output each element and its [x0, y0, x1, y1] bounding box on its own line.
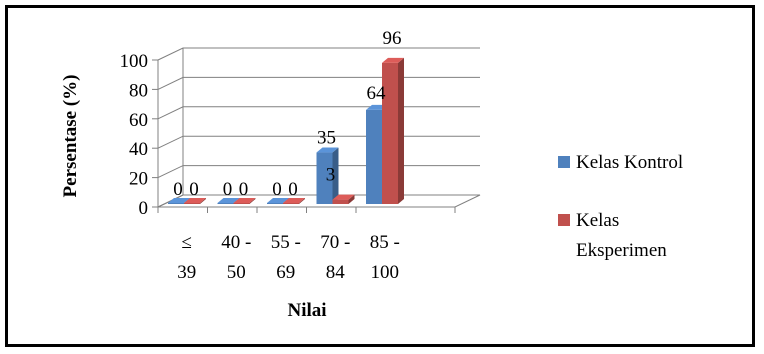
legend-swatch: [558, 156, 570, 168]
x-tick-label: 100: [371, 262, 400, 283]
y-tick-label: 40: [129, 139, 148, 160]
bar: [233, 198, 256, 204]
x-tick-label: 55 -: [271, 232, 301, 253]
data-label: 0: [239, 179, 249, 200]
x-axis-title: Nilai: [287, 300, 326, 321]
y-tick-label: 20: [129, 169, 148, 190]
x-tick-label: 85 -: [370, 232, 400, 253]
data-label: 64: [367, 83, 387, 104]
gridline: [157, 76, 480, 90]
data-label: 0: [189, 179, 199, 200]
x-tick-label: ≤: [182, 232, 192, 253]
data-label: 0: [272, 179, 282, 200]
x-tick-label: 69: [276, 262, 295, 283]
axes: 0 20 40 60 80 100 ≤39 40 - 50 55 - 69 70 - 84 85 - 100: [120, 51, 481, 283]
bar: [382, 57, 404, 204]
legend-item: Kelas Eksperimen: [558, 210, 667, 261]
data-label: 96: [383, 28, 402, 49]
data-label: 0: [173, 179, 183, 200]
legend: Kelas Kontrol Kelas Eksperimen: [558, 152, 683, 261]
data-label: 35: [317, 128, 336, 149]
bar: [316, 147, 339, 204]
gridline: [157, 47, 480, 61]
y-tick-label: 60: [129, 110, 148, 131]
y-tick-label: 100: [120, 51, 149, 72]
bar: [283, 198, 305, 204]
x-tick-label: 50: [227, 262, 246, 283]
legend-swatch: [558, 214, 570, 226]
x-tick-label: 39: [177, 262, 196, 283]
gridline: [157, 106, 480, 120]
bar: [332, 194, 355, 204]
data-label: 0: [288, 179, 298, 200]
x-tick-label: 84: [326, 262, 346, 283]
legend-label: Kelas Kontrol: [576, 152, 683, 173]
x-tick-label: 70 -: [320, 232, 350, 253]
bars: [168, 57, 404, 204]
y-tick-label: 0: [139, 198, 149, 219]
y-tick-label: 80: [129, 80, 148, 101]
bar: [184, 198, 206, 204]
data-label: 0: [223, 179, 233, 200]
legend-label: Eksperimen: [576, 240, 667, 261]
legend-label: Kelas: [576, 210, 619, 231]
data-label: 3: [326, 165, 336, 186]
y-axis-title: Persentase (%): [60, 75, 81, 198]
x-tick-label: 40 -: [221, 232, 251, 253]
legend-item: Kelas Kontrol: [558, 152, 683, 173]
